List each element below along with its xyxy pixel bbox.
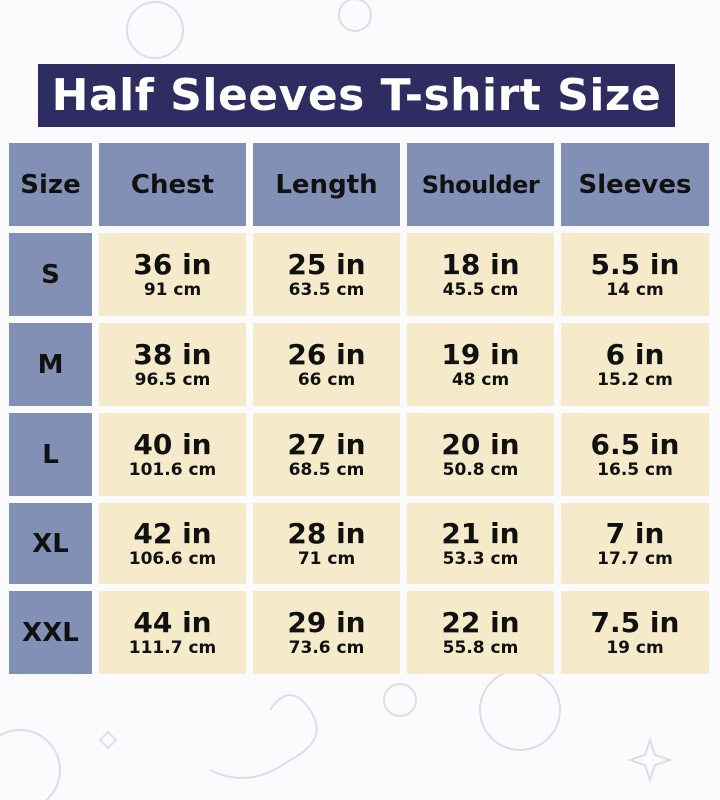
value-cm: 73.6 cm <box>288 637 365 658</box>
value-inches: 25 in <box>287 247 366 281</box>
sheep-icon <box>479 669 561 751</box>
cell-chest: 38 in 96.5 cm <box>99 323 246 406</box>
cell-shoulder: 18 in 45.5 cm <box>407 233 554 316</box>
cell-chest: 42 in 106.6 cm <box>99 503 246 584</box>
value-cm: 106.6 cm <box>128 548 217 569</box>
value-inches: 22 in <box>441 605 520 639</box>
value-cm: 68.5 cm <box>288 459 365 480</box>
cell-length: 29 in 73.6 cm <box>253 591 400 674</box>
value-cm: 19 cm <box>606 637 664 658</box>
value-cm: 91 cm <box>143 279 202 300</box>
size-label-xxl: XXL <box>9 591 92 674</box>
value-cm: 14 cm <box>606 279 664 300</box>
size-label-l: L <box>9 413 92 496</box>
value-inches: 18 in <box>441 247 520 281</box>
size-label-m: M <box>9 323 92 406</box>
cell-sleeves: 7 in 17.7 cm <box>561 503 709 584</box>
heart-icon <box>98 730 118 750</box>
value-inches: 40 in <box>133 427 212 461</box>
value-cm: 15.2 cm <box>597 369 673 390</box>
value-cm: 66 cm <box>297 369 356 390</box>
value-cm: 96.5 cm <box>134 369 211 390</box>
value-cm: 111.7 cm <box>128 637 217 658</box>
value-inches: 19 in <box>441 337 520 371</box>
header-shoulder: Shoulder <box>407 143 554 226</box>
cell-chest: 36 in 91 cm <box>99 233 246 316</box>
value-inches: 7.5 in <box>590 605 680 639</box>
value-inches: 42 in <box>133 516 212 550</box>
button-icon <box>383 683 417 717</box>
value-inches: 20 in <box>441 427 520 461</box>
cell-length: 26 in 66 cm <box>253 323 400 406</box>
value-inches: 44 in <box>133 605 212 639</box>
cell-sleeves: 6.5 in 16.5 cm <box>561 413 709 496</box>
header-length: Length <box>253 143 400 226</box>
value-inches: 28 in <box>287 516 366 550</box>
cell-shoulder: 19 in 48 cm <box>407 323 554 406</box>
cell-sleeves: 7.5 in 19 cm <box>561 591 709 674</box>
value-cm: 55.8 cm <box>442 637 519 658</box>
cell-shoulder: 21 in 53.3 cm <box>407 503 554 584</box>
value-cm: 48 cm <box>451 369 510 390</box>
header-chest: Chest <box>99 143 246 226</box>
value-inches: 6 in <box>605 337 665 371</box>
sparkle-icon <box>626 736 674 784</box>
value-cm: 45.5 cm <box>442 279 519 300</box>
value-inches: 21 in <box>441 516 520 550</box>
cell-sleeves: 5.5 in 14 cm <box>561 233 709 316</box>
size-table: Size Chest Length Shoulder Sleeves S 36 i… <box>9 143 709 674</box>
cell-sleeves: 6 in 15.2 cm <box>561 323 709 406</box>
cell-shoulder: 22 in 55.8 cm <box>407 591 554 674</box>
header-size: Size <box>9 143 92 226</box>
value-cm: 71 cm <box>297 548 356 569</box>
value-inches: 7 in <box>605 516 665 550</box>
value-inches: 38 in <box>133 337 212 371</box>
yarn-ball-icon <box>0 729 61 800</box>
value-inches: 29 in <box>287 605 366 639</box>
size-label-s: S <box>9 233 92 316</box>
cell-length: 25 in 63.5 cm <box>253 233 400 316</box>
value-inches: 36 in <box>133 247 212 281</box>
button-icon <box>338 0 372 32</box>
cell-chest: 44 in 111.7 cm <box>99 591 246 674</box>
yarn-ball-icon <box>126 1 184 59</box>
value-cm: 101.6 cm <box>128 459 217 480</box>
value-cm: 17.7 cm <box>597 548 673 569</box>
value-cm: 16.5 cm <box>597 459 673 480</box>
value-inches: 26 in <box>287 337 366 371</box>
heart-thread-icon <box>209 694 318 779</box>
value-inches: 6.5 in <box>590 427 680 461</box>
value-inches: 5.5 in <box>590 247 680 281</box>
cell-chest: 40 in 101.6 cm <box>99 413 246 496</box>
cell-shoulder: 20 in 50.8 cm <box>407 413 554 496</box>
value-cm: 63.5 cm <box>288 279 365 300</box>
value-cm: 53.3 cm <box>442 548 519 569</box>
cell-length: 28 in 71 cm <box>253 503 400 584</box>
value-inches: 27 in <box>287 427 366 461</box>
cell-length: 27 in 68.5 cm <box>253 413 400 496</box>
value-cm: 50.8 cm <box>442 459 519 480</box>
size-label-xl: XL <box>9 503 92 584</box>
page-title: Half Sleeves T-shirt Size <box>38 64 675 127</box>
header-sleeves: Sleeves <box>561 143 709 226</box>
